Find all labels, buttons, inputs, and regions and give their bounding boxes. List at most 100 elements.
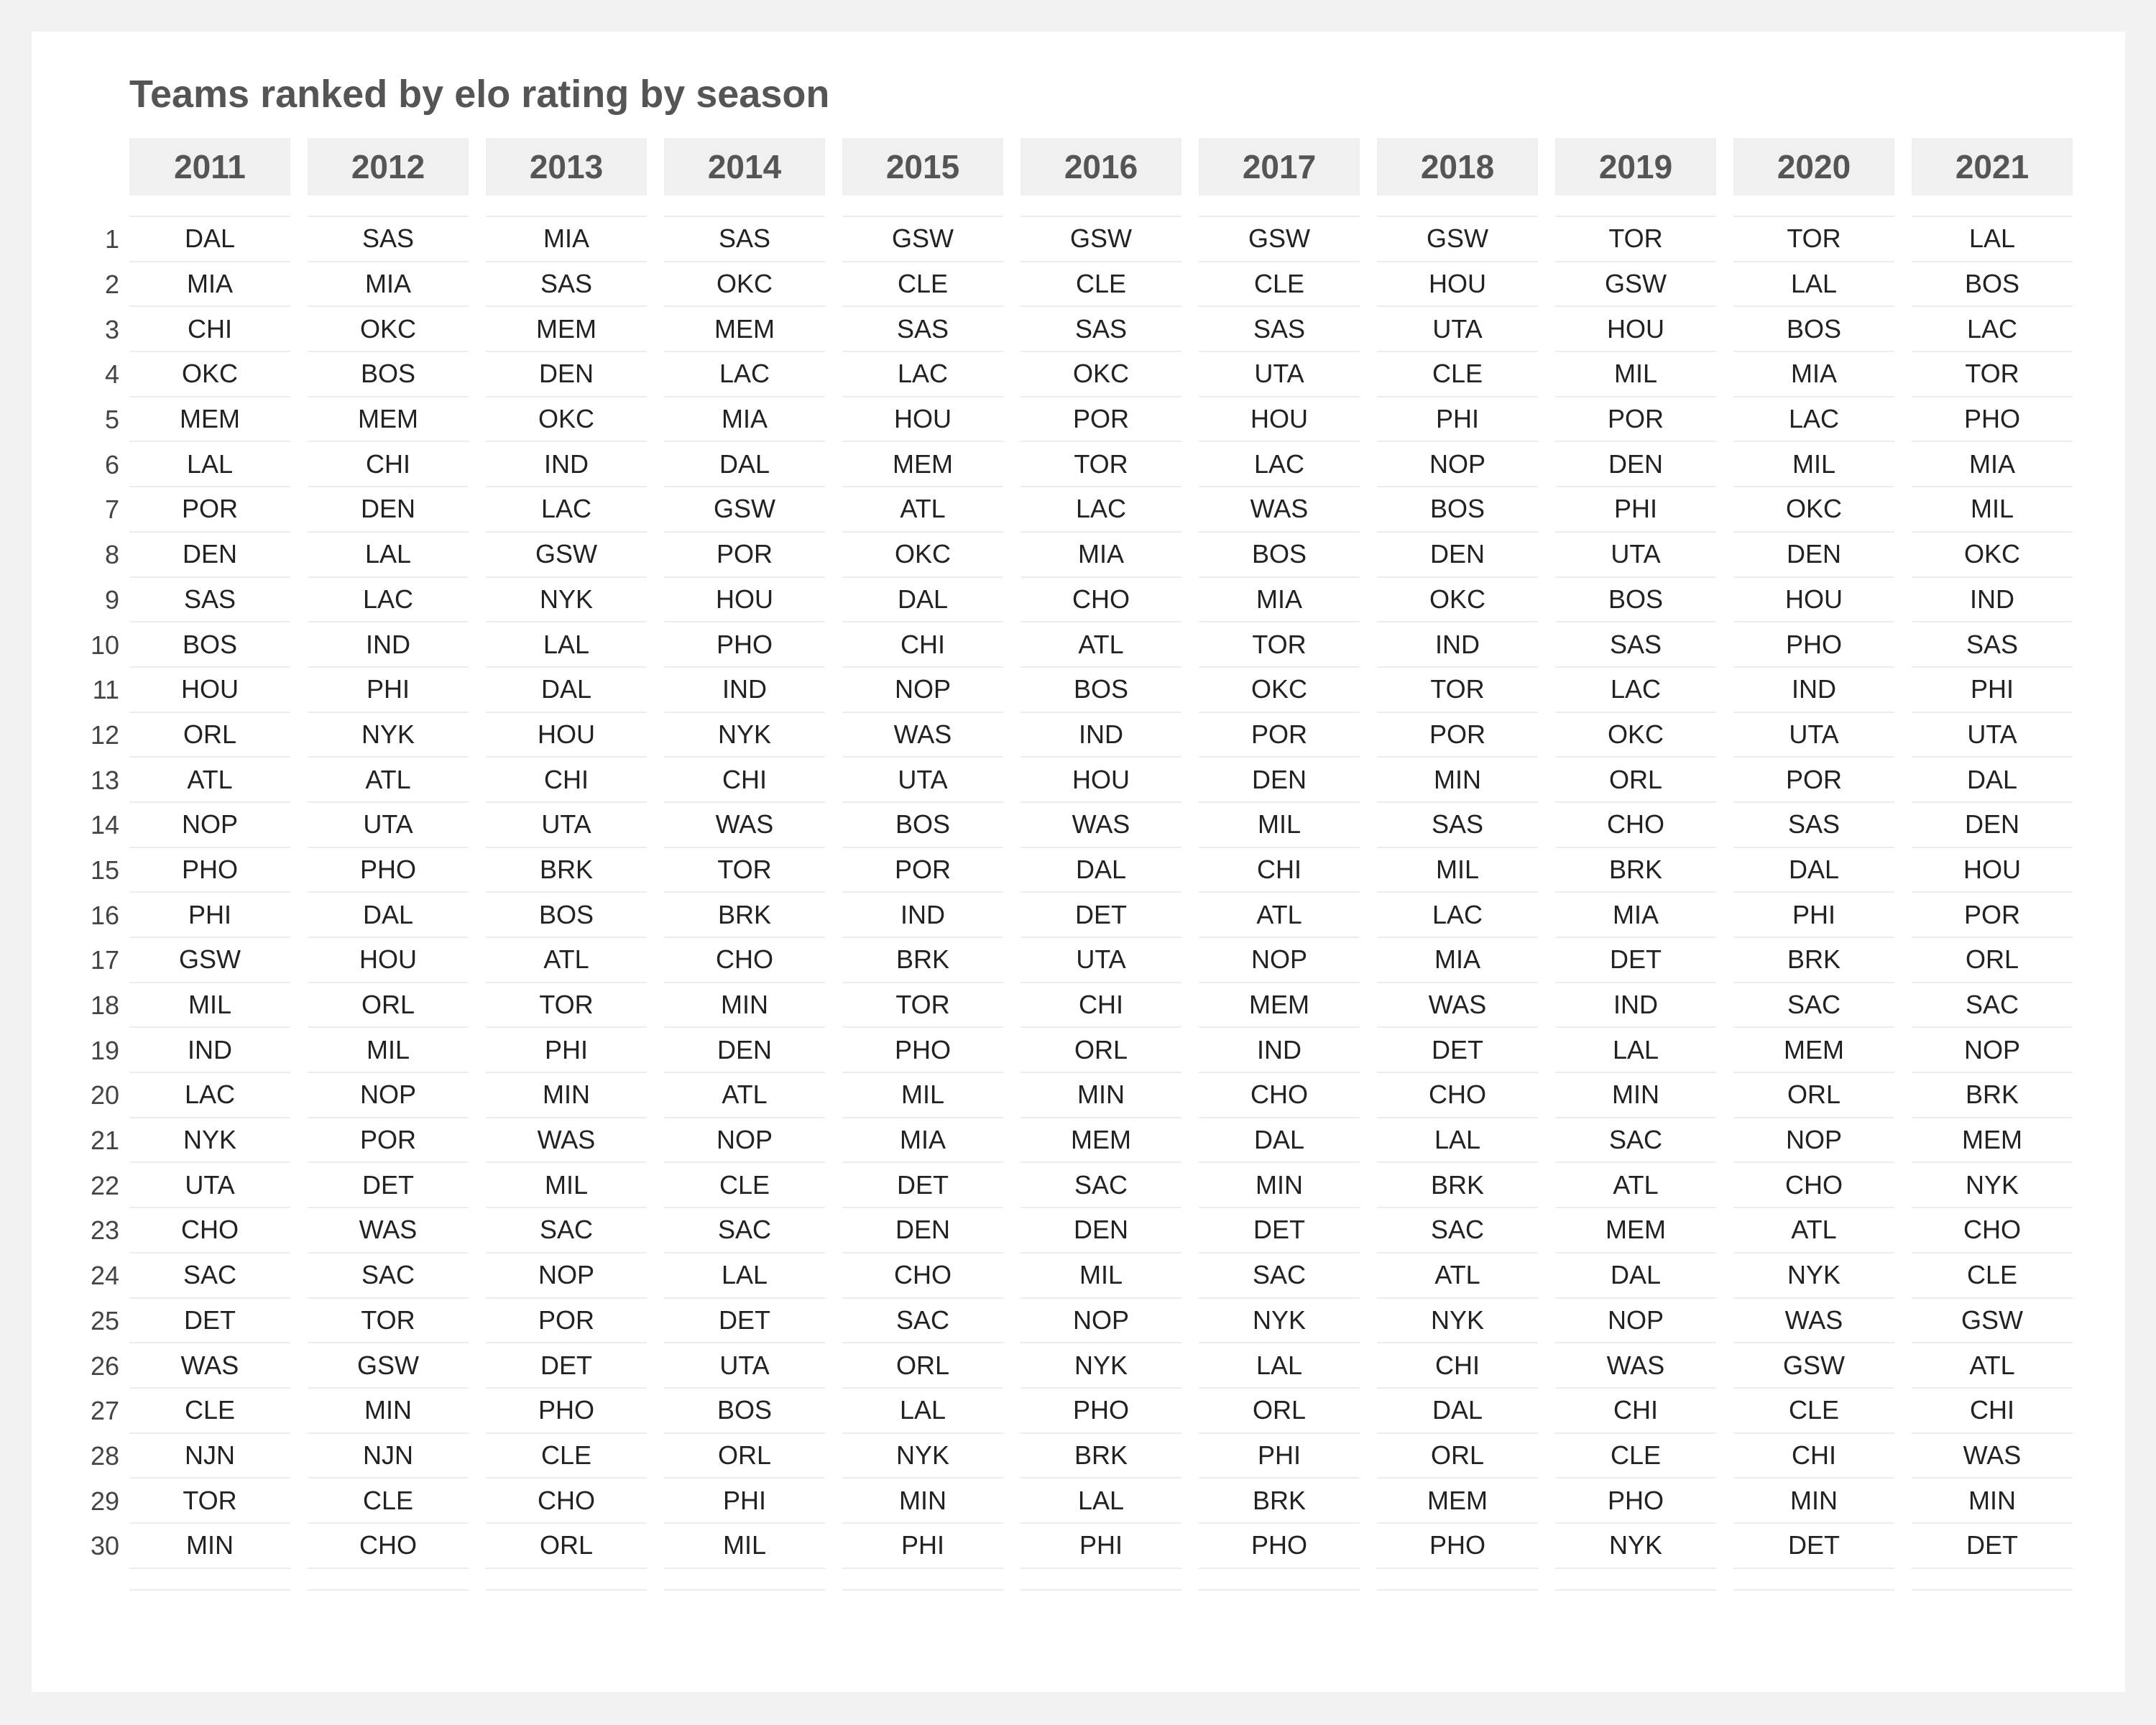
team-cell: MEM [664, 307, 825, 353]
team-cell: LAC [1912, 307, 2073, 353]
season-header: 2012 [308, 138, 469, 196]
team-cell: IND [1555, 983, 1716, 1029]
footer-spacer-row [1733, 1569, 1894, 1591]
team-cell: DAL [664, 442, 825, 488]
team-cell: PHO [842, 1028, 1003, 1074]
team-cell: DET [1733, 1524, 1894, 1569]
rank-spacer [80, 196, 119, 217]
rank-label: 4 [104, 359, 119, 390]
season-column-2017: 2017 GSW CLE SAS UTA HOU LAC WAS BOS MIA TOR OKC POR… [1199, 138, 1360, 1591]
season-header: 2014 [664, 138, 825, 196]
team-cell: TOR [664, 848, 825, 893]
team-cell: LAC [1377, 893, 1538, 938]
team-cell: OKC [664, 262, 825, 308]
header-spacer-row [486, 196, 647, 217]
team-cell: MEM [129, 397, 290, 443]
team-cell: WAS [842, 713, 1003, 758]
team-cell: DEN [129, 533, 290, 578]
team-cell: UTA [842, 758, 1003, 803]
team-cell: LAL [664, 1254, 825, 1299]
rank-label: 14 [90, 810, 119, 840]
team-cell: WAS [308, 1208, 469, 1254]
team-cell: TOR [1555, 217, 1716, 262]
team-cell: HOU [1733, 578, 1894, 623]
team-cell: POR [664, 533, 825, 578]
team-cell: SAC [1912, 983, 2073, 1029]
team-cell: CHI [1377, 1343, 1538, 1389]
rank-label: 7 [104, 494, 119, 525]
team-cell: UTA [129, 1163, 290, 1209]
footer-spacer-row [664, 1569, 825, 1591]
rank-label: 16 [90, 900, 119, 930]
team-cell: HOU [1555, 307, 1716, 353]
team-cell: OKC [1199, 668, 1360, 713]
team-cell: PHO [1733, 622, 1894, 668]
footer-spacer-row [1199, 1569, 1360, 1591]
team-cell: BOS [1555, 578, 1716, 623]
team-cell: PHO [1199, 1524, 1360, 1569]
rank-label: 12 [90, 719, 119, 750]
team-cell: DAL [1555, 1254, 1716, 1299]
team-cell: NYK [664, 713, 825, 758]
team-cell: GSW [842, 217, 1003, 262]
team-cell: TOR [1199, 622, 1360, 668]
team-cell: CHI [486, 758, 647, 803]
team-cell: IND [1912, 578, 2073, 623]
team-cell: MIN [1555, 1073, 1716, 1118]
season-column-2021: 2021 LAL BOS LAC TOR PHO MIA MIL OKC IND SAS PHI UTA… [1912, 138, 2073, 1591]
team-cell: TOR [1021, 442, 1181, 488]
team-cell: CHI [308, 442, 469, 488]
season-column-2014: 2014 SAS OKC MEM LAC MIA DAL GSW POR HOU PHO IND NYK… [664, 138, 825, 1591]
team-cell: DEN [842, 1208, 1003, 1254]
season-column-2011: 2011 DAL MIA CHI OKC MEM LAL POR DEN SAS BOS HOU ORL… [129, 138, 290, 1591]
team-cell: ATL [1199, 893, 1360, 938]
header-spacer-row [664, 196, 825, 217]
footer-spacer-row [1377, 1569, 1538, 1591]
team-cell: HOU [1377, 262, 1538, 308]
team-cell: LAC [1733, 397, 1894, 443]
team-cell: LAC [1199, 442, 1360, 488]
team-cell: GSW [1377, 217, 1538, 262]
team-cell: NYK [1912, 1163, 2073, 1209]
team-cell: OKC [1733, 487, 1894, 533]
team-cell: LAC [842, 352, 1003, 397]
team-cell: GSW [664, 487, 825, 533]
team-cell: SAC [308, 1254, 469, 1299]
team-cell: NYK [1733, 1254, 1894, 1299]
rank-label: 8 [104, 540, 119, 570]
team-cell: OKC [842, 533, 1003, 578]
team-cell: NOP [1199, 938, 1360, 983]
team-cell: WAS [1199, 487, 1360, 533]
team-cell: WAS [486, 1118, 647, 1164]
rank-column: 1 2 3 4 5 6 7 8 9 10 11 12 13 14 15 16 17 18 19 20 21 22 23 24 2… [80, 138, 119, 1591]
team-cell: WAS [1733, 1299, 1894, 1344]
team-cell: GSW [129, 938, 290, 983]
team-cell: TOR [1733, 217, 1894, 262]
team-cell: ORL [486, 1524, 647, 1569]
team-cell: SAS [1733, 803, 1894, 848]
team-cell: SAC [1377, 1208, 1538, 1254]
rank-label: 28 [90, 1440, 119, 1471]
footer-spacer-row [1021, 1569, 1181, 1591]
team-cell: NOP [1555, 1299, 1716, 1344]
rank-label: 21 [90, 1126, 119, 1156]
team-cell: PHI [1377, 397, 1538, 443]
team-cell: PHO [1377, 1524, 1538, 1569]
team-cell: DEN [1912, 803, 2073, 848]
team-cell: SAC [129, 1254, 290, 1299]
team-cell: CLE [1021, 262, 1181, 308]
team-cell: ATL [1377, 1254, 1538, 1299]
team-cell: MIA [1377, 938, 1538, 983]
rank-label: 26 [90, 1351, 119, 1381]
season-column-2012: 2012 SAS MIA OKC BOS MEM CHI DEN LAL LAC IND PHI NYK… [308, 138, 469, 1591]
team-cell: GSW [1199, 217, 1360, 262]
team-cell: CHO [129, 1208, 290, 1254]
team-cell: ORL [664, 1434, 825, 1479]
season-column-2013: 2013 MIA SAS MEM DEN OKC IND LAC GSW NYK LAL DAL HOU… [486, 138, 647, 1591]
team-cell: OKC [1912, 533, 2073, 578]
team-cell: SAS [1021, 307, 1181, 353]
team-cell: MIN [1733, 1478, 1894, 1524]
team-cell: PHI [1555, 487, 1716, 533]
team-cell: CHO [308, 1524, 469, 1569]
